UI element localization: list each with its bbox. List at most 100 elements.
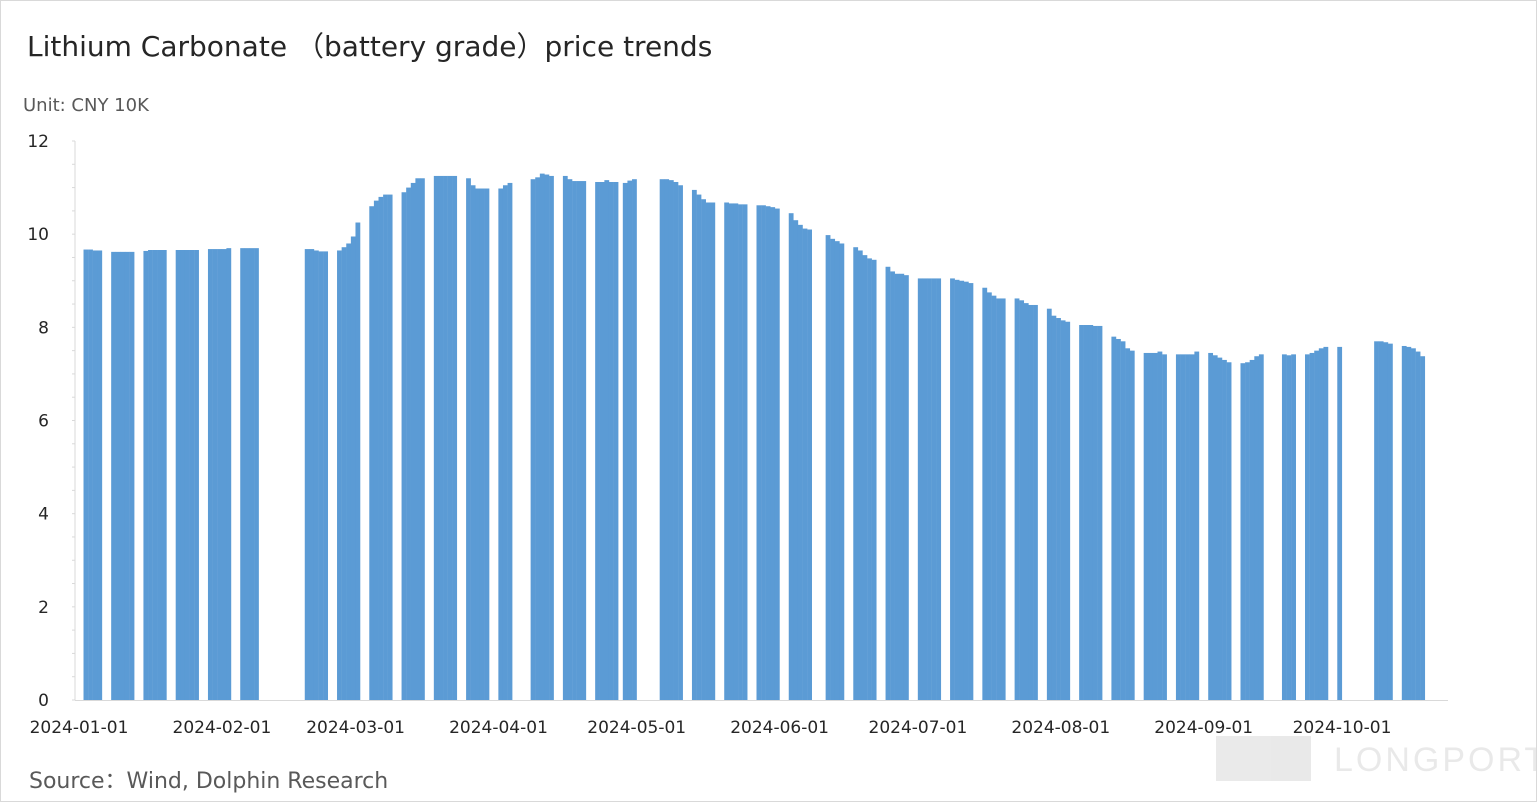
- bar-2024-01-25: [189, 250, 195, 700]
- bar-2024-02-27: [341, 247, 347, 700]
- bar-2024-05-30: [770, 207, 776, 700]
- x-tick-label: 2024-09-01: [1154, 718, 1253, 738]
- bar-2024-08-30: [1194, 351, 1200, 700]
- bar-2024-08-13: [1116, 338, 1121, 700]
- bar-2024-05-23: [738, 204, 743, 700]
- bar-2024-10-17: [1415, 351, 1421, 700]
- bar-2024-06-07: [807, 229, 812, 700]
- bar-2024-09-09: [1240, 363, 1246, 700]
- bar-2024-05-20: [724, 202, 730, 701]
- bar-2024-02-08: [254, 248, 259, 700]
- bar-2024-10-16: [1411, 348, 1416, 700]
- bars-layer: [83, 173, 1426, 701]
- bar-2024-02-19: [304, 249, 310, 700]
- bar-2024-05-31: [774, 208, 780, 701]
- bar-2024-05-14: [696, 194, 702, 700]
- bar-2024-06-20: [867, 258, 872, 700]
- x-tick-label: 2024-05-01: [587, 718, 686, 738]
- bar-2024-04-12: [549, 175, 554, 700]
- bar-2024-03-29: [484, 188, 490, 700]
- bar-2024-03-20: [443, 175, 448, 700]
- bar-2024-05-08: [668, 180, 674, 700]
- bar-2024-01-24: [184, 250, 190, 700]
- bar-2024-09-25: [1314, 350, 1320, 701]
- bar-2024-08-22: [1157, 351, 1163, 700]
- bar-2024-06-28: [903, 275, 909, 700]
- bar-2024-04-19: [581, 181, 587, 700]
- longport-logo-icon: [1216, 736, 1311, 781]
- bar-2024-05-21: [728, 203, 734, 701]
- axes-layer: [72, 140, 1448, 701]
- bar-2024-01-03: [88, 249, 93, 701]
- bar-2024-08-23: [1162, 354, 1167, 700]
- bar-2024-02-26: [337, 250, 342, 700]
- bar-2024-01-16: [148, 250, 153, 700]
- bar-2024-08-02: [1065, 321, 1071, 700]
- bar-2024-03-11: [401, 192, 407, 701]
- bar-2024-04-11: [544, 174, 550, 701]
- bar-2024-08-29: [1189, 354, 1195, 700]
- x-tick-label: 2024-10-01: [1293, 718, 1392, 738]
- bar-2024-07-23: [1019, 300, 1025, 700]
- bar-2024-03-21: [447, 175, 453, 700]
- bar-2024-09-03: [1212, 355, 1218, 700]
- bar-2024-09-05: [1222, 359, 1227, 700]
- bar-2024-09-23: [1305, 354, 1310, 700]
- bar-2024-03-01: [355, 222, 361, 700]
- bar-2024-10-15: [1406, 346, 1412, 700]
- bar-2024-09-20: [1291, 354, 1296, 700]
- bar-2024-08-12: [1111, 336, 1117, 700]
- bar-2024-09-13: [1258, 354, 1264, 700]
- bar-2024-06-19: [862, 255, 868, 700]
- bar-2024-07-05: [936, 278, 942, 700]
- bar-2024-01-29: [207, 249, 213, 700]
- x-tick-label: 2024-08-01: [1011, 718, 1110, 738]
- bar-2024-10-11: [1387, 343, 1393, 700]
- bar-2024-01-15: [143, 250, 149, 700]
- bar-2024-04-26: [613, 181, 619, 701]
- bar-2024-01-30: [212, 249, 218, 700]
- bar-2024-02-28: [346, 243, 352, 701]
- bar-2024-09-27: [1323, 346, 1329, 700]
- bar-2024-08-20: [1148, 352, 1154, 700]
- bar-2024-07-25: [1028, 304, 1034, 700]
- bar-2024-04-23: [599, 181, 605, 701]
- bar-2024-08-01: [1060, 320, 1066, 700]
- bar-2024-01-23: [180, 250, 186, 700]
- bar-2024-06-24: [885, 266, 891, 700]
- bar-2024-04-01: [498, 188, 504, 700]
- y-tick-label: 8: [38, 318, 49, 338]
- bar-2024-05-09: [673, 181, 679, 701]
- bar-2024-07-02: [922, 278, 928, 700]
- x-tick-label: 2024-04-01: [449, 718, 548, 738]
- bar-2024-01-31: [217, 249, 222, 700]
- bar-2024-09-11: [1249, 359, 1255, 700]
- bar-2024-03-19: [438, 175, 444, 700]
- bar-2024-01-18: [157, 250, 163, 700]
- bar-2024-07-22: [1014, 298, 1020, 700]
- bar-2024-04-25: [608, 181, 614, 701]
- ticks-layer: 0 2 4 6 8 10 12 2024-01-01 2024-02-01 2024-03-01 2…: [27, 132, 1391, 738]
- bar-2024-04-24: [604, 180, 610, 700]
- bar-2024-02-29: [350, 236, 356, 700]
- bar-2024-08-05: [1079, 325, 1084, 700]
- bar-2024-09-18: [1281, 354, 1287, 700]
- bar-2024-03-12: [406, 187, 411, 700]
- bar-2024-06-14: [839, 243, 845, 701]
- bar-2024-07-04: [931, 278, 937, 700]
- bar-2024-06-13: [834, 241, 840, 700]
- bar-2024-02-21: [313, 250, 319, 700]
- bar-2024-07-24: [1023, 303, 1029, 700]
- bar-2024-03-26: [470, 185, 476, 700]
- bar-2024-09-10: [1245, 362, 1250, 700]
- bar-2024-04-16: [567, 179, 573, 700]
- bar-2024-01-12: [129, 251, 135, 700]
- bar-2024-07-31: [1056, 318, 1061, 700]
- x-tick-label: 2024-03-01: [306, 718, 405, 738]
- bar-2024-04-09: [535, 177, 541, 700]
- bar-2024-05-24: [742, 204, 748, 700]
- bar-2024-07-10: [959, 280, 965, 700]
- y-tick-label: 10: [27, 225, 49, 245]
- bar-2024-09-02: [1208, 352, 1214, 700]
